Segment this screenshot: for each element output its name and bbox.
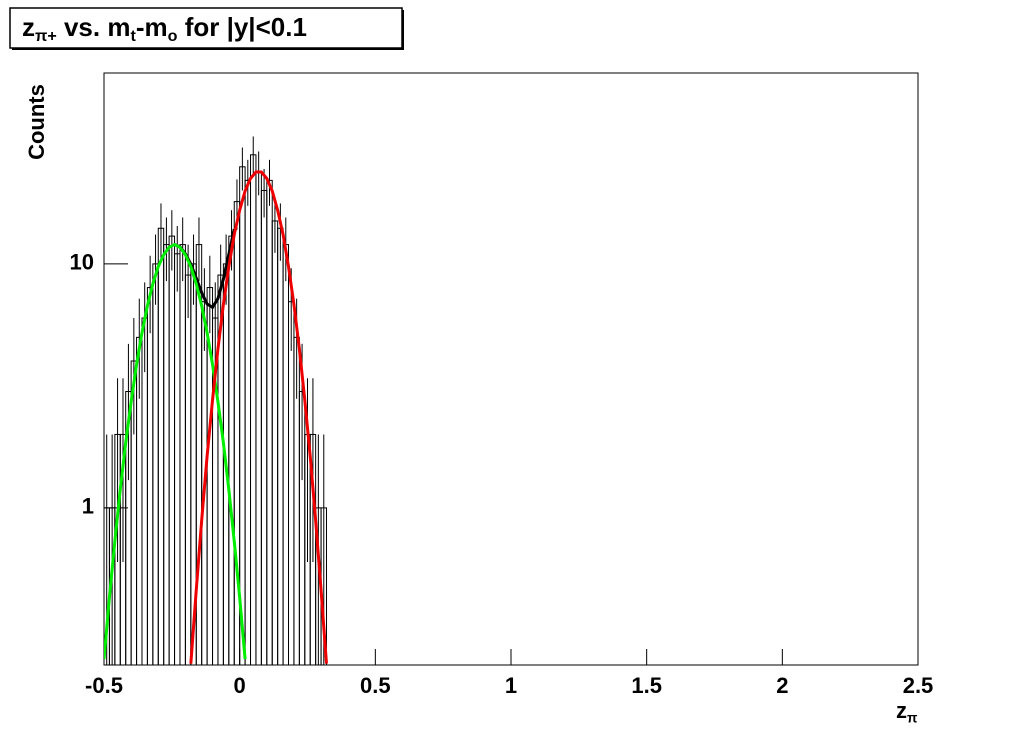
x-tick-label: 2.5 [903,673,934,698]
text-part: π+ [35,27,57,45]
text-part: for |y|<0.1 [177,12,306,42]
plot-area [104,136,328,665]
text-part: z [896,698,907,723]
x-tick-label: -0.5 [85,673,123,698]
x-axis-label: zπ [896,698,918,725]
text-part: π [907,710,918,725]
fit-curve [104,242,247,660]
text-part: t [130,27,136,45]
text-part: o [168,27,178,45]
title-box [9,7,403,49]
y-axis-label: Counts [24,84,49,160]
chart-title: zπ+ vs. mt-mo for |y|<0.1 [22,12,307,45]
x-tick-label: 0.5 [360,673,391,698]
y-tick-label: 10 [70,250,94,275]
x-tick-label: 0 [234,673,246,698]
x-tick-label: 1 [505,673,517,698]
x-tick-label: 2 [776,673,788,698]
fit-curve [189,170,328,664]
y-tick-label: 1 [82,494,94,519]
x-tick-label: 1.5 [631,673,662,698]
text-part: z [22,12,35,42]
text-part: vs. m [57,12,131,42]
text-part: -m [136,12,168,42]
